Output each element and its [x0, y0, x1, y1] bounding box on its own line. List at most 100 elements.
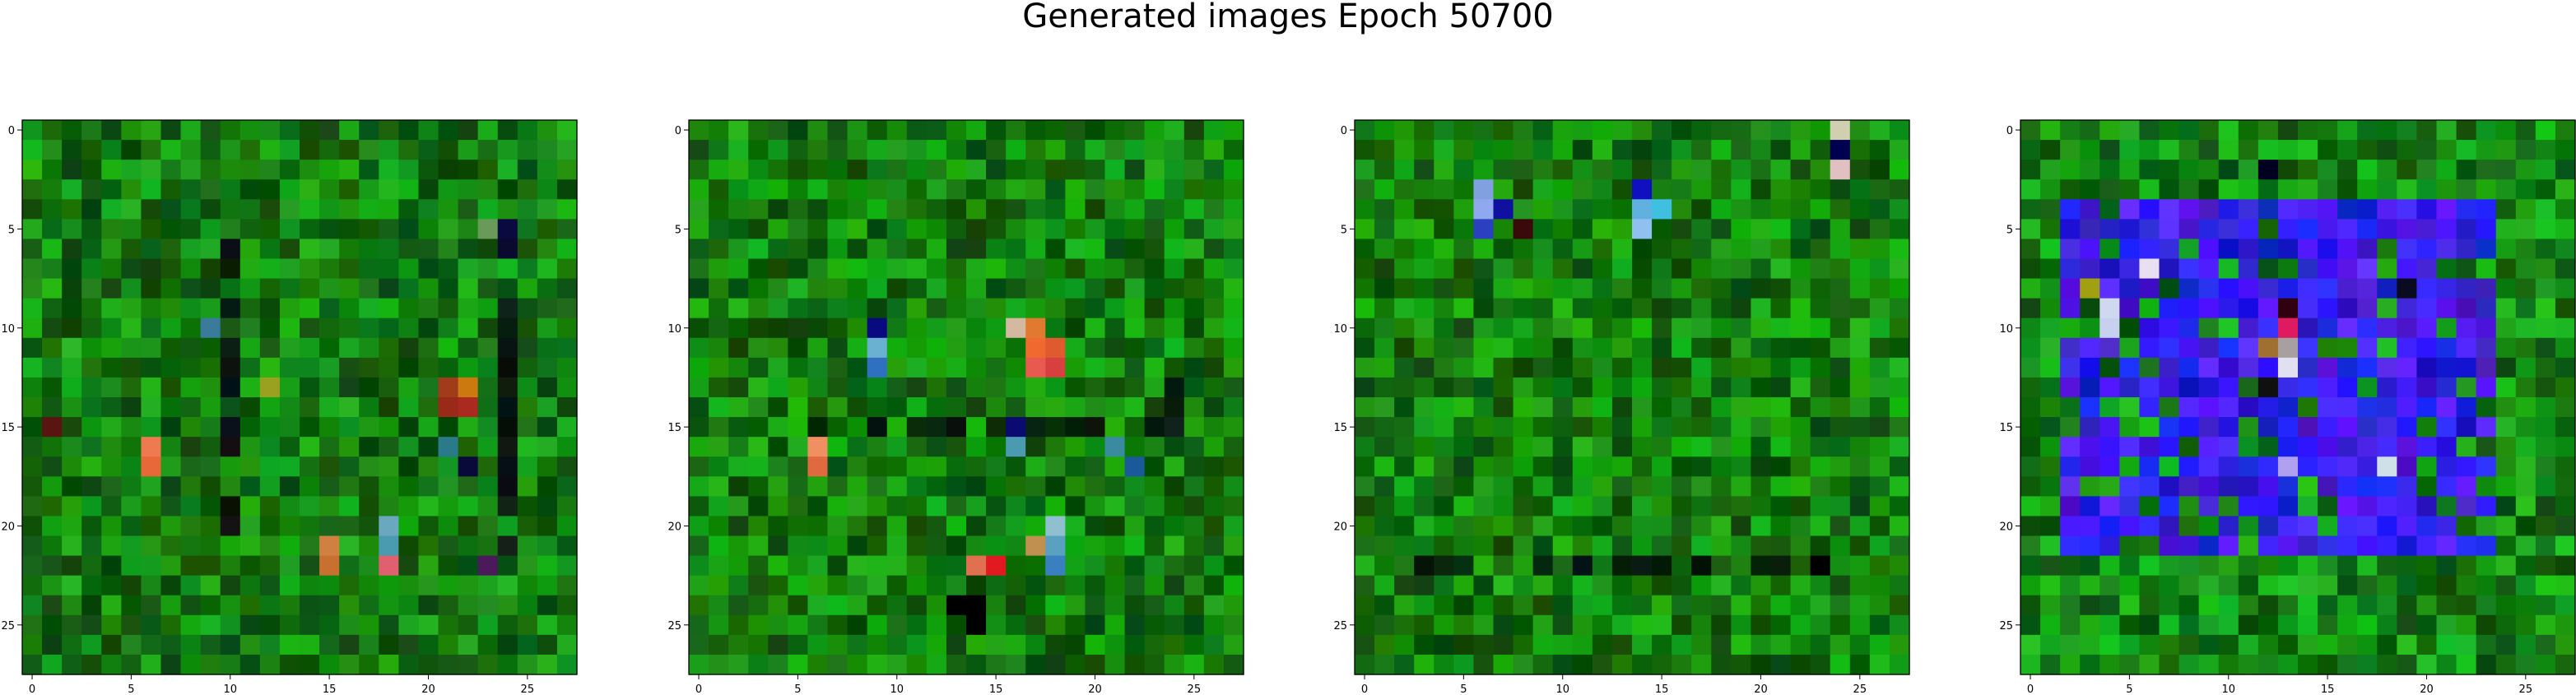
pixel-cell: [2178, 278, 2200, 299]
pixel-cell: [768, 437, 788, 457]
pixel-cell: [926, 258, 947, 280]
pixel-cell: [2555, 120, 2576, 141]
pixel-cell: [2495, 417, 2517, 438]
pixel-cell: [81, 654, 102, 675]
pixel-cell: [2060, 496, 2081, 517]
pixel-cell: [477, 595, 499, 616]
pixel-cell: [2318, 140, 2338, 160]
pixel-cell: [1810, 337, 1831, 359]
pixel-cell: [2535, 555, 2556, 577]
pixel-cell: [359, 199, 379, 220]
pixel-cell: [497, 317, 518, 339]
pixel-cell: [2159, 160, 2180, 180]
pixel-cell: [2020, 456, 2041, 477]
pixel-cell: [537, 595, 558, 616]
pixel-cell: [1104, 437, 1126, 457]
pixel-cell: [1085, 199, 1106, 220]
pixel-cell: [300, 614, 320, 636]
pixel-cell: [1124, 160, 1146, 180]
pixel-cell: [418, 357, 439, 378]
pixel-cell: [180, 298, 202, 319]
pixel-cell: [239, 120, 261, 141]
pixel-cell: [537, 496, 558, 517]
pixel-cell: [2298, 595, 2318, 616]
pixel-cell: [1183, 634, 1205, 656]
pixel-cell: [1790, 317, 1811, 339]
pixel-cell: [946, 298, 967, 319]
pixel-cell: [748, 219, 769, 240]
pixel-cell: [1711, 357, 1732, 378]
pixel-cell: [2139, 377, 2160, 398]
pixel-cell: [379, 456, 399, 477]
pixel-cell: [2257, 317, 2279, 339]
pixel-cell: [1552, 258, 1574, 280]
pixel-cell: [239, 516, 261, 537]
pixel-cell: [1104, 160, 1126, 180]
pixel-cell: [2099, 437, 2120, 457]
pixel-cell: [239, 219, 261, 240]
pixel-cell: [180, 456, 202, 477]
pixel-cell: [2277, 654, 2299, 675]
pixel-cell: [239, 258, 261, 280]
pixel-cell: [1045, 476, 1066, 497]
pixel-cell: [2397, 654, 2418, 675]
pixel-cell: [418, 258, 439, 280]
pixel-cell: [689, 614, 709, 636]
pixel-cell: [2397, 357, 2418, 378]
pixel-cell: [1889, 397, 1910, 418]
pixel-cell: [2218, 337, 2239, 359]
pixel-cell: [2020, 199, 2041, 220]
pixel-cell: [300, 634, 320, 656]
pixel-cell: [319, 160, 340, 180]
pixel-cell: [141, 140, 162, 160]
pixel-cell: [1652, 377, 1672, 398]
pixel-cell: [81, 595, 102, 616]
pixel-cell: [458, 437, 479, 457]
pixel-cell: [1006, 555, 1026, 577]
pixel-cell: [2397, 555, 2418, 577]
pixel-cell: [2159, 575, 2180, 596]
pixel-cell: [1065, 337, 1086, 359]
pixel-cell: [1810, 516, 1831, 537]
pixel-cell: [807, 278, 829, 299]
pixel-cell: [1065, 575, 1086, 596]
pixel-cell: [101, 278, 122, 299]
pixel-cell: [2377, 555, 2397, 577]
pixel-cell: [2099, 535, 2120, 557]
pixel-cell: [2377, 516, 2397, 537]
pixel-cell: [689, 417, 709, 438]
pixel-cell: [1691, 496, 1712, 517]
pixel-cell: [300, 120, 320, 141]
pixel-cell: [1672, 377, 1692, 398]
pixel-cell: [2119, 199, 2141, 220]
x-tick-label: 0: [695, 683, 702, 695]
pixel-cell: [319, 397, 340, 418]
pixel-cell: [1770, 575, 1792, 596]
pixel-cell: [2159, 239, 2180, 260]
pixel-cell: [418, 219, 439, 240]
pixel-cell: [1849, 357, 1871, 378]
pixel-cell: [517, 456, 538, 477]
pixel-cell: [966, 357, 987, 378]
pixel-cell: [2238, 397, 2259, 418]
pixel-cell: [2436, 437, 2457, 457]
pixel-cell: [2377, 535, 2397, 557]
pixel-cell: [556, 160, 578, 180]
pixel-cell: [748, 496, 769, 517]
pixel-cell: [1770, 120, 1792, 141]
pixel-cell: [906, 417, 928, 438]
pixel-cell: [458, 654, 479, 675]
pixel-cell: [220, 357, 241, 378]
pixel-cell: [2436, 160, 2457, 180]
pixel-cell: [1830, 278, 1851, 299]
pixel-cell: [2436, 496, 2457, 517]
pixel-cell: [1025, 614, 1046, 636]
pixel-cell: [2218, 595, 2239, 616]
pixel-cell: [2198, 160, 2220, 180]
pixel-cell: [1810, 654, 1831, 675]
pixel-cell: [1203, 535, 1225, 557]
pixel-cell: [319, 456, 340, 477]
pixel-cell: [2416, 555, 2438, 577]
pixel-cell: [2020, 535, 2041, 557]
pixel-cell: [728, 337, 749, 359]
